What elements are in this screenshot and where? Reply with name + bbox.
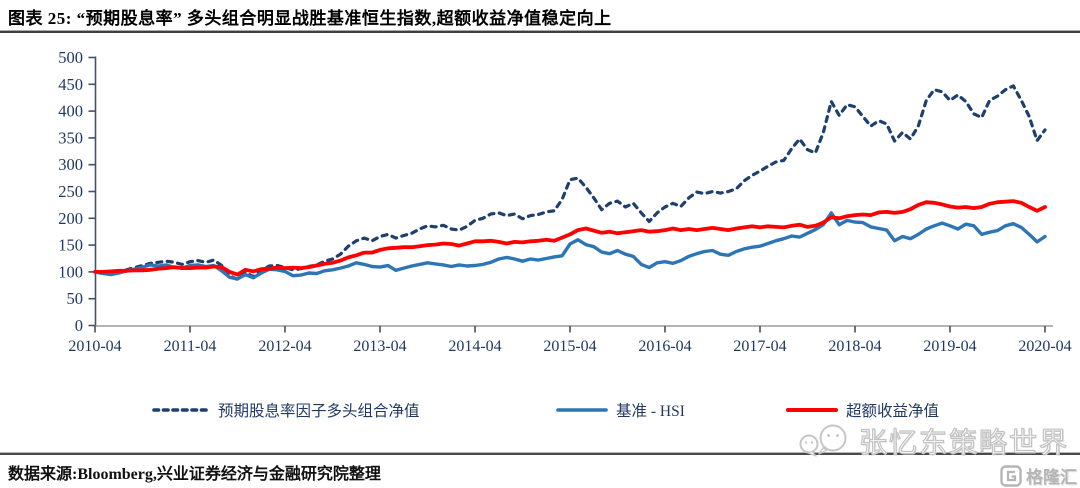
y-tick-label: 0 [75,316,83,335]
x-tick-label: 2014-04 [448,338,501,355]
legend-label-excess-return: 超额收益净值 [846,403,940,420]
y-tick-label: 50 [67,289,84,308]
watermark: 张忆东策略世界 [798,421,1069,461]
x-tick-label: 2015-04 [543,338,596,355]
x-tick-label: 2018-04 [828,338,881,355]
x-tick-label: 2012-04 [258,338,311,355]
gelonghui-icon [1000,464,1022,487]
data-source: 数据来源:Bloomberg,兴业证券经济与金融研究院整理 [8,466,381,483]
x-tick-label: 2016-04 [638,338,691,355]
gelonghui-logo-text: 格隆汇 [1026,468,1077,487]
legend-item-excess-return: 超额收益净值 [786,399,939,421]
x-tick-label: 2013-04 [353,338,406,355]
y-tick-label: 400 [58,102,83,121]
series-line-1 [93,211,1047,281]
x-tick-label: 2017-04 [733,338,786,355]
legend-swatch-dashed [152,408,210,412]
y-tick-label: 100 [58,262,83,281]
legend-item-long-portfolio: 预期股息率因子多头组合净值 [152,399,420,421]
x-tick-label: 2010-04 [68,338,121,355]
legend-label-benchmark-hsi: 基准 - HSI [616,403,685,420]
x-tick-label: 2011-04 [164,338,217,355]
gelonghui-logo: 格隆汇 [1000,463,1077,488]
y-tick-label: 500 [58,48,83,67]
figure-title: 图表 25: “预期股息率” 多头组合明显战胜基准恒生指数,超额收益净值稳定向上 [8,9,612,28]
y-tick-label: 450 [58,75,83,94]
x-tick-label: 2019-04 [923,338,976,355]
title-divider [0,30,1080,33]
y-tick-label: 300 [58,155,83,174]
series-line-0 [93,84,1047,281]
y-tick-label: 200 [58,209,83,228]
series-line-2 [93,199,1047,277]
y-tick-label: 150 [58,236,83,255]
legend-swatch-red-line [786,408,838,412]
wechat-icon [799,424,847,457]
legend-item-benchmark-hsi: 基准 - HSI [556,399,685,421]
y-tick-label: 250 [58,182,83,201]
legend-label-long-portfolio: 预期股息率因子多头组合净值 [218,403,420,420]
watermark-text: 张忆东策略世界 [858,427,1070,459]
x-tick-label: 2020-04 [1018,338,1071,355]
footer-divider [0,452,1080,455]
legend-swatch-blue-line [556,408,608,412]
y-tick-label: 350 [58,128,83,147]
